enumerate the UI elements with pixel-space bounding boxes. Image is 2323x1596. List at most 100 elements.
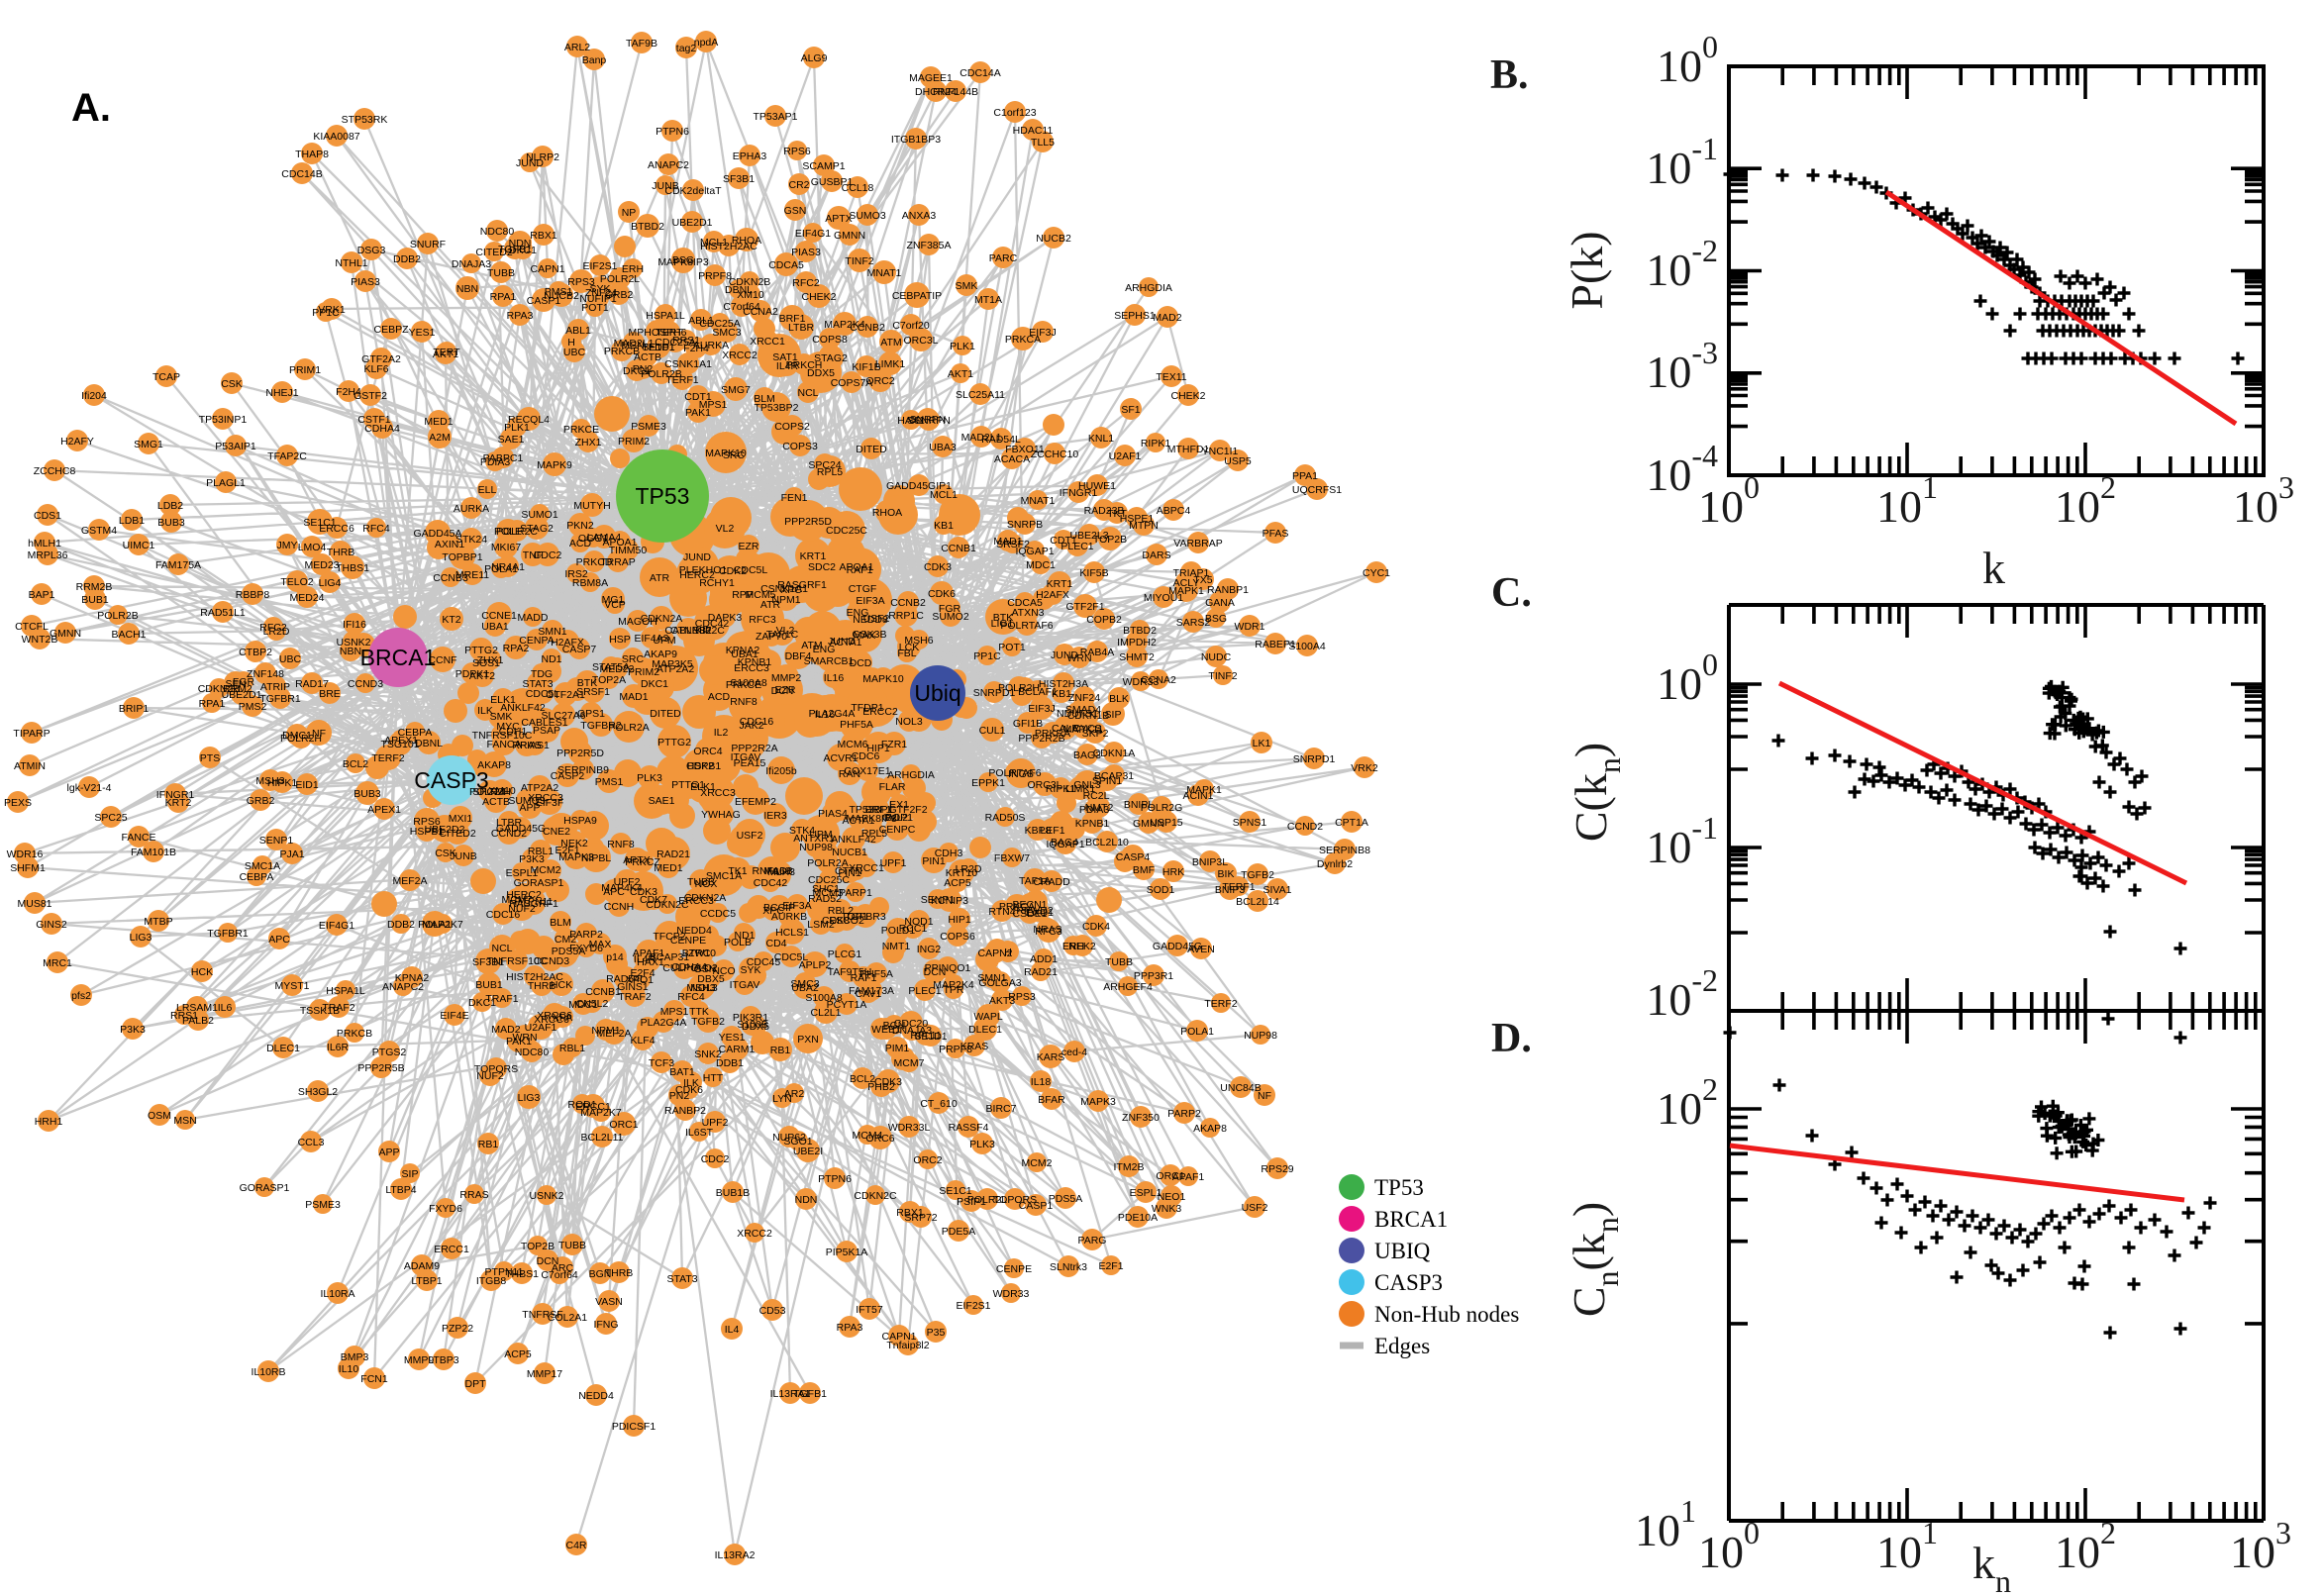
svg-text:ERH: ERH: [1062, 941, 1084, 952]
svg-text:ced-4: ced-4: [1061, 1047, 1087, 1058]
svg-text:MAD1: MAD1: [619, 691, 648, 703]
svg-text:ATMIN: ATMIN: [14, 760, 46, 772]
svg-text:CDKN1B: CDKN1B: [1067, 710, 1110, 722]
svg-text:ELL: ELL: [478, 484, 497, 496]
svg-text:GSK3B: GSK3B: [852, 629, 886, 641]
svg-text:SERPINB8: SERPINB8: [1319, 845, 1370, 856]
svg-text:CDHA4: CDHA4: [364, 423, 400, 435]
svg-text:LTBP1: LTBP1: [411, 1275, 442, 1287]
svg-text:DBNL: DBNL: [725, 284, 753, 296]
svg-text:SF3B1: SF3B1: [723, 173, 755, 185]
svg-text:HERC2: HERC2: [506, 889, 542, 901]
svg-text:PSME3: PSME3: [631, 421, 666, 433]
svg-text:NBN: NBN: [340, 646, 361, 657]
svg-text:HSPE1: HSPE1: [1120, 513, 1155, 525]
svg-text:PP1C: PP1C: [312, 307, 340, 319]
svg-text:UBE2D1: UBE2D1: [672, 217, 713, 229]
svg-text:GANA: GANA: [1205, 597, 1235, 609]
svg-text:XRCC2: XRCC2: [737, 1228, 772, 1240]
svg-text:POLR2L: POLR2L: [967, 1194, 1007, 1206]
svg-text:RRP1C: RRP1C: [888, 610, 924, 622]
svg-text:COPS8: COPS8: [812, 334, 848, 346]
svg-text:PRPF8: PRPF8: [698, 270, 732, 282]
svg-text:STAT3: STAT3: [666, 1273, 697, 1285]
svg-text:VARBRAP: VARBRAP: [1173, 538, 1222, 549]
svg-text:CAPN1: CAPN1: [881, 1331, 916, 1343]
svg-text:HSPB1: HSPB1: [687, 760, 722, 772]
svg-text:RBX1: RBX1: [530, 230, 557, 242]
svg-text:ITGAV: ITGAV: [730, 979, 760, 991]
svg-text:SENP1: SENP1: [259, 835, 294, 847]
svg-text:SAE1: SAE1: [649, 795, 675, 807]
svg-text:BMP3: BMP3: [341, 1351, 369, 1363]
svg-text:CDH3: CDH3: [935, 848, 963, 859]
svg-text:BLM: BLM: [754, 393, 775, 405]
svg-text:PTGS2: PTGS2: [372, 1047, 407, 1058]
svg-text:PRIM1: PRIM1: [289, 364, 321, 376]
svg-text:COX17E1: COX17E1: [844, 765, 890, 777]
svg-text:PLK3: PLK3: [637, 772, 662, 784]
svg-text:CN5L2: CN5L2: [576, 998, 609, 1010]
svg-text:BRCA1: BRCA1: [360, 645, 437, 670]
svg-text:Cn(kn): Cn(kn): [1564, 1202, 1625, 1317]
svg-text:POLD1: POLD1: [881, 925, 916, 937]
svg-text:SAE1: SAE1: [498, 434, 525, 446]
svg-text:TAF1A: TAF1A: [1019, 875, 1051, 887]
svg-text:GMNN: GMNN: [834, 230, 865, 242]
svg-text:100: 100: [1698, 1515, 1760, 1577]
svg-text:CCNE1: CCNE1: [481, 610, 517, 622]
svg-text:H: H: [567, 337, 575, 349]
svg-text:BCL2: BCL2: [850, 1073, 875, 1085]
svg-text:APP: APP: [378, 1147, 399, 1158]
svg-text:EZR: EZR: [775, 684, 796, 696]
svg-text:BIK: BIK: [1218, 868, 1235, 880]
svg-text:CDC25A: CDC25A: [699, 318, 740, 330]
svg-text:RAD50S: RAD50S: [985, 812, 1026, 824]
svg-text:SERPINB9: SERPINB9: [557, 764, 609, 776]
svg-text:COL2A1: COL2A1: [548, 1312, 587, 1324]
svg-text:CDK7: CDK7: [640, 894, 667, 906]
svg-text:IMPDH2: IMPDH2: [1117, 637, 1157, 648]
svg-text:SE1C1: SE1C1: [303, 517, 336, 529]
svg-text:ADAM9: ADAM9: [404, 1260, 440, 1272]
svg-text:PIM1: PIM1: [885, 1043, 910, 1054]
svg-text:NPM1: NPM1: [771, 594, 800, 606]
svg-text:MED23: MED23: [304, 559, 339, 571]
svg-text:100: 100: [1657, 29, 1718, 91]
svg-text:DKC1: DKC1: [509, 245, 537, 256]
svg-text:MCM3: MCM3: [813, 887, 844, 899]
svg-text:SNRPB: SNRPB: [1007, 519, 1043, 531]
svg-text:LEF1: LEF1: [1040, 825, 1064, 837]
svg-text:LTBP3: LTBP3: [428, 1354, 458, 1366]
svg-text:ERCC1: ERCC1: [434, 1244, 469, 1255]
svg-text:WDR1: WDR1: [1235, 621, 1265, 633]
svg-text:VASN: VASN: [595, 1296, 623, 1308]
svg-text:EIF4E: EIF4E: [440, 1010, 468, 1022]
svg-text:COPS3: COPS3: [782, 441, 818, 452]
svg-text:KLF6: KLF6: [363, 363, 388, 375]
svg-text:CDS1: CDS1: [34, 510, 61, 522]
svg-text:SNURF: SNURF: [410, 239, 446, 250]
svg-text:CCDC5: CCDC5: [700, 908, 736, 920]
svg-text:ANKLF42: ANKLF42: [831, 834, 876, 846]
svg-text:C4R: C4R: [565, 1540, 586, 1551]
svg-text:ORC2: ORC2: [913, 1154, 942, 1166]
svg-text:H2AFY: H2AFY: [60, 436, 94, 448]
svg-text:SMC3: SMC3: [790, 978, 819, 990]
svg-text:C7orf20: C7orf20: [892, 320, 930, 332]
svg-text:ZNF24: ZNF24: [1068, 692, 1100, 704]
svg-text:GADD45G: GADD45G: [1153, 941, 1202, 952]
svg-text:MDC1: MDC1: [1026, 559, 1056, 571]
svg-text:PDIA3: PDIA3: [1079, 804, 1110, 816]
svg-text:HTT: HTT: [703, 1072, 724, 1084]
svg-text:IER3: IER3: [763, 810, 787, 822]
svg-text:USF2: USF2: [1242, 1202, 1268, 1214]
svg-text:MG1: MG1: [602, 594, 625, 606]
svg-text:AXIN1: AXIN1: [435, 539, 465, 550]
svg-text:LTBP4: LTBP4: [385, 1184, 416, 1196]
svg-text:JUND: JUND: [516, 157, 544, 169]
svg-text:C.: C.: [1491, 570, 1532, 616]
svg-text:DPT: DPT: [465, 1378, 487, 1390]
svg-text:C7orf64: C7orf64: [541, 1269, 578, 1281]
svg-text:CR2: CR2: [788, 179, 809, 191]
